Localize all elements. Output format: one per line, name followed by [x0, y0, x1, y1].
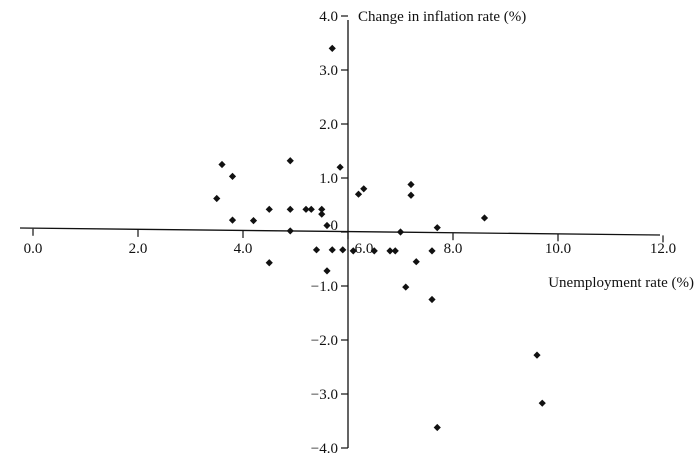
- data-point: [218, 160, 226, 169]
- data-point: [538, 399, 546, 407]
- data-point: [433, 423, 441, 432]
- y-tick-label: 1.0: [319, 171, 338, 187]
- x-axis-label: Unemployment rate (%): [548, 275, 694, 291]
- data-point: [360, 185, 368, 193]
- data-point: [412, 258, 420, 266]
- y-tick-label: 4.0: [319, 9, 338, 25]
- y-tick-label: 0: [331, 218, 339, 234]
- x-tick-label: 0.0: [24, 241, 43, 257]
- data-point: [349, 247, 357, 255]
- data-point: [533, 351, 541, 359]
- data-point: [286, 157, 294, 165]
- data-point: [312, 246, 321, 254]
- x-tick-label: 10.0: [545, 241, 571, 257]
- data-point: [323, 221, 331, 230]
- y-tick-label: −2.0: [311, 333, 338, 349]
- data-point: [336, 163, 344, 171]
- data-point: [396, 228, 405, 236]
- data-point: [370, 247, 378, 255]
- data-point: [354, 190, 363, 198]
- data-point: [302, 205, 310, 213]
- data-point: [286, 227, 294, 235]
- data-point: [339, 246, 347, 254]
- data-point: [318, 210, 326, 218]
- data-point: [402, 283, 410, 291]
- data-point: [328, 44, 336, 52]
- data-point: [318, 205, 326, 213]
- x-ticks: 0.0 2.0 4.0 6.0 8.0 10.0 12.0: [24, 228, 676, 257]
- data-point: [323, 267, 331, 275]
- x-tick-label: 2.0: [129, 241, 148, 257]
- x-tick-label: 4.0: [234, 241, 253, 257]
- y-tick-label: 2.0: [319, 117, 338, 133]
- data-point: [433, 224, 441, 232]
- data-point: [213, 194, 221, 203]
- x-tick-label: 6.0: [355, 241, 374, 257]
- data-point: [228, 216, 237, 224]
- y-ticks: 4.0 3.0 2.0 1.0 0 −1.0 −2.0 −3.0 −4.0: [311, 9, 348, 455]
- data-point: [386, 247, 394, 255]
- data-point: [428, 295, 436, 304]
- data-point: [265, 205, 273, 213]
- x-tick-label: 12.0: [650, 241, 676, 257]
- data-point: [307, 205, 315, 213]
- y-axis-label: Change in inflation rate (%): [358, 9, 526, 25]
- data-points: [213, 44, 546, 432]
- data-point: [428, 247, 436, 255]
- data-point: [228, 172, 237, 180]
- data-point: [407, 180, 415, 189]
- y-tick-label: −3.0: [311, 387, 338, 403]
- data-point: [480, 214, 489, 222]
- x-tick-label: 8.0: [444, 241, 463, 257]
- y-tick-label: 3.0: [319, 63, 338, 79]
- y-tick-label: −1.0: [311, 279, 338, 295]
- data-point: [407, 191, 415, 199]
- data-point: [249, 217, 258, 225]
- data-point: [265, 259, 273, 267]
- data-point: [286, 205, 294, 213]
- x-axis: [19, 227, 661, 236]
- y-tick-label: −4.0: [311, 441, 338, 455]
- data-point: [391, 247, 399, 255]
- data-point: [328, 246, 336, 254]
